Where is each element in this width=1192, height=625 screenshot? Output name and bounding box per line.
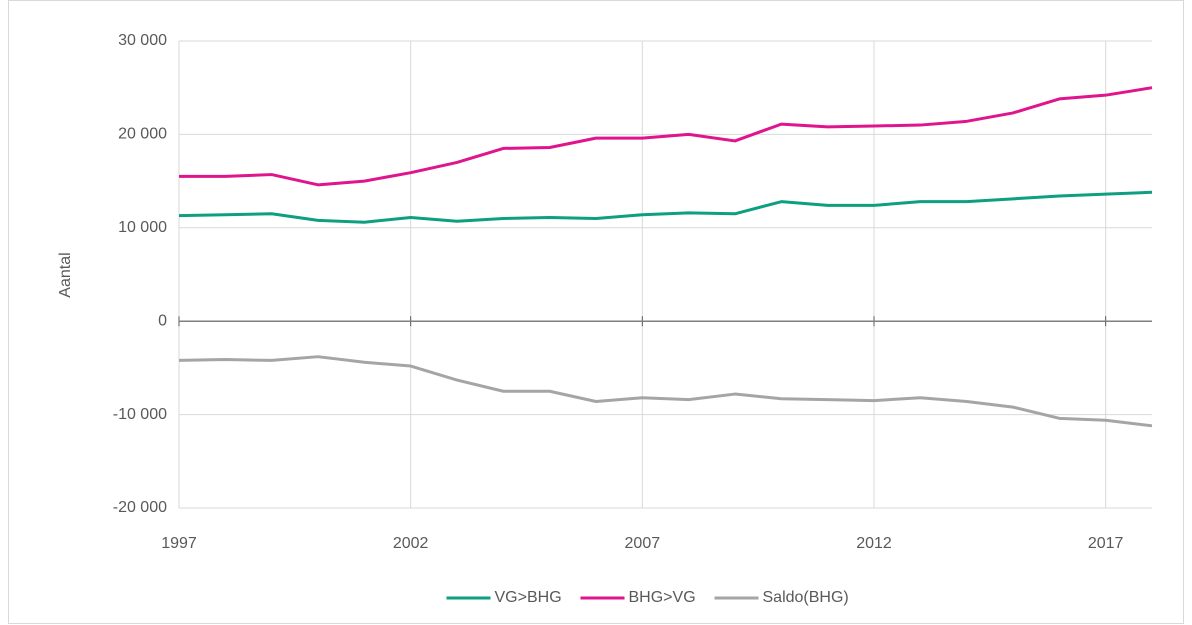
data-line <box>179 86 1153 187</box>
legend-label: BHG>VG <box>629 589 696 606</box>
y-tick-label: -10 000 <box>113 406 167 423</box>
legend-label: Saldo(BHG) <box>763 589 849 606</box>
x-tick-label: 1997 <box>161 535 197 552</box>
chart-frame <box>8 0 1184 624</box>
x-tick-label: 2012 <box>856 535 892 552</box>
x-tick-label: 2002 <box>393 535 429 552</box>
y-axis-label: Aantal <box>57 252 74 297</box>
legend-label: VG>BHG <box>495 589 562 606</box>
y-tick-label: 30 000 <box>118 32 167 49</box>
data-line <box>178 355 1153 428</box>
y-tick-label: 20 000 <box>118 126 167 143</box>
data-line <box>178 190 1153 224</box>
x-tick-label: 2007 <box>625 535 661 552</box>
y-tick-label: 10 000 <box>118 219 167 236</box>
y-tick-label: 0 <box>158 312 167 329</box>
x-tick-label: 2017 <box>1088 535 1124 552</box>
y-tick-label: -20 000 <box>113 499 167 516</box>
